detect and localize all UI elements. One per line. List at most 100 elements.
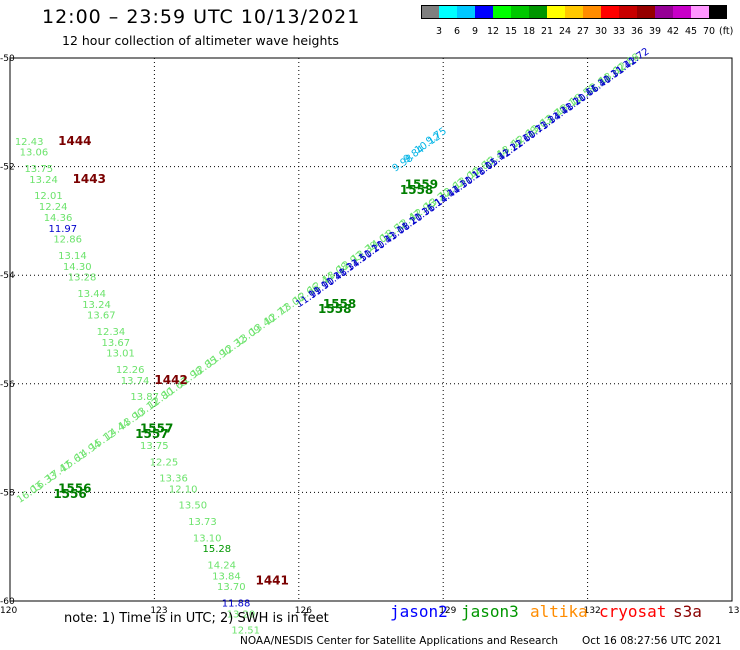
swh-value-label: 13.14 — [58, 251, 87, 262]
swh-value-label: 12.25 — [150, 457, 179, 468]
swh-value-label: 13.44 — [77, 289, 106, 300]
color-scale-label: 42 — [666, 26, 680, 37]
x-tick-label: 120 — [0, 606, 17, 616]
swh-value-label: 13.10 — [193, 533, 222, 544]
swh-value-label: 13.75 — [140, 441, 169, 452]
swh-value-label: 12.01 — [34, 191, 63, 202]
pass-time-label: 1442 — [154, 373, 187, 387]
swh-value-label: 13.74 — [121, 376, 150, 387]
swh-value-label: 13.24 — [29, 175, 58, 186]
color-swatch — [493, 5, 511, 19]
y-tick-label: -52 — [0, 163, 15, 173]
swh-value-label: 13.67 — [101, 338, 130, 349]
y-tick-label: -60 — [0, 597, 15, 607]
x-tick-label: 123 — [150, 606, 167, 616]
x-tick-label: 129 — [439, 606, 456, 616]
color-scale-label: 27 — [576, 26, 590, 37]
color-swatch — [691, 5, 709, 19]
jason2-track-value: 11.72 — [622, 46, 652, 71]
swh-value-label: 13.24 — [82, 300, 111, 311]
color-swatch — [637, 5, 655, 19]
color-scale-label: 15 — [504, 26, 518, 37]
pass-time-label: 1441 — [255, 574, 288, 588]
color-scale-label: 33 — [612, 26, 626, 37]
x-tick-label: 135 — [728, 606, 740, 616]
color-swatch — [421, 5, 439, 19]
color-swatch — [565, 5, 583, 19]
timestamp-text: Oct 16 08:27:56 UTC 2021 — [582, 635, 722, 647]
color-swatch — [529, 5, 547, 19]
pass-time-label: 1558 — [318, 302, 351, 316]
swh-value-label: 13.73 — [188, 517, 217, 528]
pass-time-label: 1443 — [73, 172, 106, 186]
y-tick-label: -50 — [0, 54, 15, 64]
swh-value-label: 15.28 — [203, 544, 232, 555]
x-tick-label: 126 — [295, 606, 312, 616]
pass-time-label: 1558 — [323, 297, 356, 311]
swh-value-label: 12.51 — [231, 626, 260, 637]
color-scale-unit: (ft) — [719, 26, 734, 37]
page-title: 12:00 – 23:59 UTC 10/13/2021 — [42, 6, 361, 28]
credit-text: NOAA/NESDIS Center for Satellite Applica… — [240, 635, 558, 647]
swh-value-label: 13.75 — [24, 164, 53, 175]
x-tick-label: 132 — [584, 606, 601, 616]
plot-frame — [9, 57, 733, 602]
legend-cryosat: cryosat — [599, 602, 667, 621]
page-subtitle: 12 hour collection of altimeter wave hei… — [62, 33, 339, 48]
swh-value-label: 12.10 — [169, 484, 198, 495]
swh-value-label: 14.24 — [207, 560, 236, 571]
swh-value-label: 13.20 — [227, 609, 256, 620]
color-scale-label: 30 — [594, 26, 608, 37]
color-swatch — [439, 5, 457, 19]
color-swatch — [583, 5, 601, 19]
swh-value-label: 13.01 — [106, 349, 135, 360]
color-scale-label: 6 — [453, 26, 461, 37]
y-tick-label: -54 — [0, 271, 15, 281]
legend-altika: altika — [530, 602, 588, 621]
color-scale-label: 21 — [540, 26, 554, 37]
color-swatch — [547, 5, 565, 19]
swh-value-label: 13.67 — [87, 311, 116, 322]
color-scale-label: 39 — [648, 26, 662, 37]
color-swatch — [655, 5, 673, 19]
pass-time-label: 1558 — [400, 183, 433, 197]
color-swatch — [619, 5, 637, 19]
swh-value-label: 13.06 — [20, 148, 49, 159]
legend-jason2: jason2 — [390, 602, 448, 621]
swh-value-label: 14.36 — [44, 213, 73, 224]
swh-value-label: 13.50 — [178, 501, 207, 512]
color-swatch — [601, 5, 619, 19]
y-tick-label: -58 — [0, 488, 15, 498]
color-swatch — [457, 5, 475, 19]
swh-value-label: 13.70 — [217, 582, 246, 593]
swh-value-label: 12.43 — [15, 137, 44, 148]
color-scale-label: 9 — [471, 26, 479, 37]
swh-value-label: 12.26 — [116, 365, 145, 376]
legend-s3a: s3a — [673, 602, 702, 621]
color-scale-label: 24 — [558, 26, 572, 37]
pass-time-label: 1444 — [58, 134, 91, 148]
pass-time-label: 1556 — [53, 487, 86, 501]
color-scale-label: 70 — [702, 26, 716, 37]
pass-time-label: 1559 — [405, 177, 438, 191]
note-text: note: 1) Time is in UTC; 2) SWH is in fe… — [64, 611, 329, 626]
color-swatch — [475, 5, 493, 19]
color-scale-label: 18 — [522, 26, 536, 37]
swh-value-label: 12.86 — [53, 235, 82, 246]
color-swatch — [511, 5, 529, 19]
swh-value-label: 13.36 — [159, 474, 188, 485]
swh-value-label: 13.84 — [212, 571, 241, 582]
color-swatch — [673, 5, 691, 19]
legend-jason3: jason3 — [461, 602, 519, 621]
y-tick-label: -56 — [0, 380, 15, 390]
swh-value-label: 13.28 — [68, 273, 97, 284]
pass-time-label: 1556 — [58, 481, 91, 495]
color-scale-label: 45 — [684, 26, 698, 37]
swh-value-label: 13.87 — [130, 392, 159, 403]
color-scale-border — [421, 5, 727, 19]
color-scale-label: 36 — [630, 26, 644, 37]
swh-value-label: 14.30 — [63, 262, 92, 273]
color-scale-label: 12 — [486, 26, 500, 37]
